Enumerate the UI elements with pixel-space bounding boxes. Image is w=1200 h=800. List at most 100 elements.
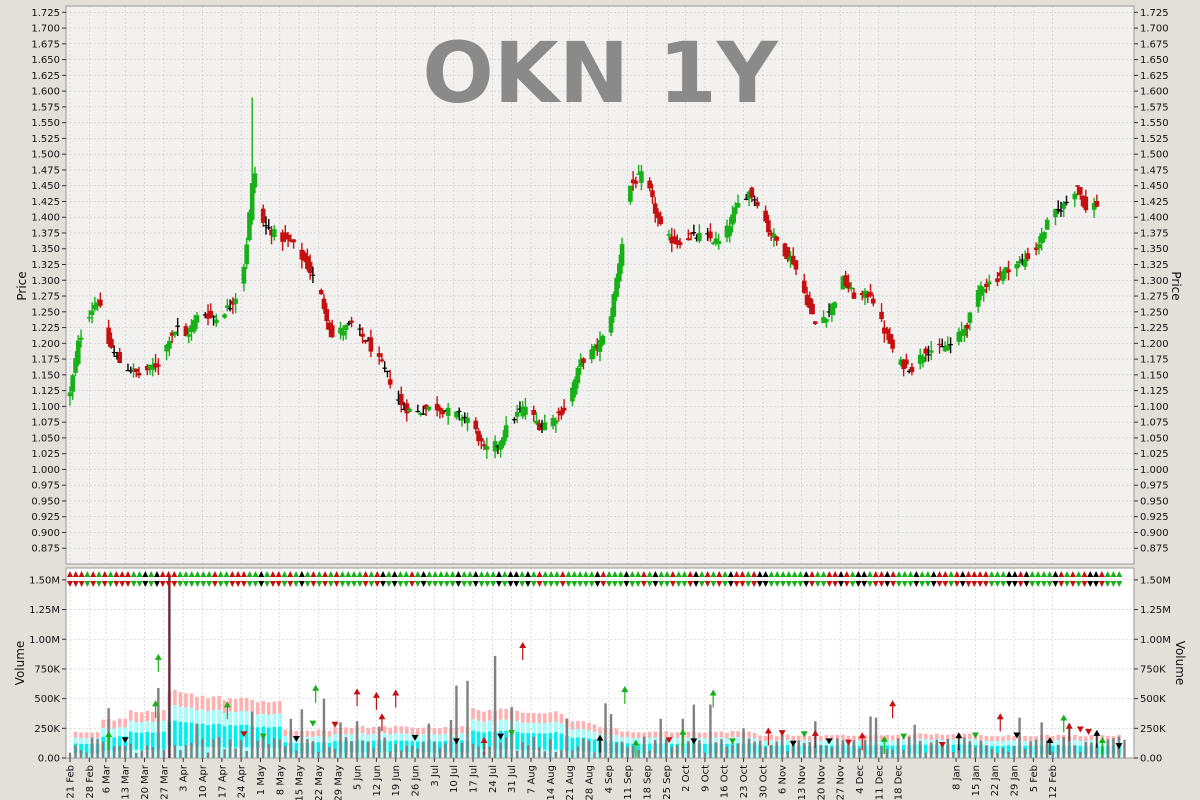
trade-marker-up	[866, 571, 873, 577]
trade-marker-down	[837, 581, 844, 587]
trade-marker-down	[530, 581, 537, 587]
candle-body	[865, 294, 871, 297]
volume-arrow-down	[825, 738, 833, 745]
price-tick-label: 1.275	[1140, 292, 1169, 303]
trade-marker-down	[142, 581, 149, 587]
candle-body	[106, 327, 111, 344]
volume-band-cyan	[134, 732, 139, 758]
trade-marker-down	[606, 581, 613, 587]
price-tick-label: 1.625	[31, 71, 60, 82]
volume-bar	[1084, 741, 1088, 758]
volume-bar	[924, 752, 927, 758]
trade-marker-up	[432, 571, 439, 577]
volume-bar	[957, 748, 961, 758]
volume-bar	[289, 718, 293, 758]
volume-arrow-up	[596, 734, 604, 741]
trade-marker-up	[797, 571, 804, 577]
candle-body	[481, 444, 487, 447]
trade-marker-up	[785, 571, 792, 577]
trade-marker-down	[426, 581, 433, 587]
volume-bar	[747, 738, 751, 758]
volume-bar	[560, 750, 563, 758]
trade-marker-up	[791, 571, 798, 577]
trade-marker-up	[1035, 571, 1042, 577]
candle-body	[147, 364, 153, 369]
volume-bar	[317, 751, 320, 758]
volume-band-cyan	[1078, 745, 1083, 758]
trade-marker-down	[316, 581, 323, 587]
candle-body	[832, 302, 837, 308]
candle-body	[600, 335, 606, 345]
price-tick-label: 0.875	[1140, 544, 1169, 555]
price-tick-label: 1.500	[31, 150, 60, 161]
volume-bar	[1007, 751, 1010, 758]
candle-body	[1094, 200, 1100, 207]
price-tick-label: 1.400	[31, 213, 60, 224]
candle-body	[655, 212, 661, 219]
candle-body	[283, 232, 288, 238]
trade-marker-up	[466, 571, 473, 577]
trade-marker-up	[275, 571, 282, 577]
candle-body	[252, 173, 258, 188]
volume-bar	[698, 740, 701, 758]
trade-marker-up	[206, 571, 213, 577]
candle-body	[826, 311, 832, 313]
trade-marker-down	[698, 581, 705, 587]
price-tick-label: 1.225	[31, 323, 60, 334]
trade-marker-up	[698, 571, 705, 577]
date-tick-label: 7 Aug	[526, 765, 537, 794]
candle-body	[884, 328, 890, 334]
candle-body	[495, 445, 501, 448]
volume-bar	[725, 746, 729, 758]
volume-bar	[913, 724, 916, 758]
candle-body	[109, 338, 114, 348]
candle-body	[365, 339, 371, 342]
price-tick-label: 1.350	[31, 244, 60, 255]
trade-marker-down	[472, 581, 479, 587]
candle-body	[230, 300, 236, 305]
trade-marker-down	[1116, 581, 1123, 587]
trade-marker-down	[1017, 581, 1024, 587]
candle-body	[581, 358, 586, 364]
volume-arrow-up	[764, 727, 772, 734]
volume-bar	[858, 748, 861, 758]
price-tick-label: 1.150	[31, 370, 60, 381]
trade-marker-down	[977, 581, 984, 587]
date-tick-label: 5 Jun	[353, 765, 364, 790]
volume-arrow-up	[1065, 722, 1073, 729]
trade-marker-up	[803, 571, 810, 577]
volume-arrow-up	[709, 689, 717, 696]
trade-marker-up	[901, 571, 908, 577]
candle-body	[498, 441, 503, 450]
candle-body	[749, 187, 755, 198]
candle-body	[156, 364, 161, 367]
trade-marker-down	[878, 581, 885, 587]
volume-arrow-up	[152, 700, 160, 707]
trade-marker-up	[449, 571, 456, 577]
volume-bar	[190, 742, 193, 758]
trade-marker-down	[124, 581, 131, 587]
trade-marker-up	[548, 571, 555, 577]
candle-body	[89, 310, 95, 316]
candle-body	[542, 422, 548, 431]
trade-marker-up	[264, 571, 271, 577]
trade-marker-up	[113, 571, 120, 577]
candle-body	[633, 181, 639, 184]
candle-body	[1006, 269, 1011, 273]
trade-marker-up	[913, 571, 920, 577]
trade-marker-down	[269, 581, 276, 587]
candle-body	[357, 328, 363, 330]
trade-marker-up	[519, 571, 526, 577]
price-tick-label: 1.675	[31, 39, 60, 50]
trade-marker-down	[774, 581, 781, 587]
volume-bar	[1112, 738, 1115, 758]
trade-marker-up	[571, 571, 578, 577]
date-tick-label: 21 Feb	[66, 765, 77, 799]
volume-band-cyan	[162, 731, 166, 758]
candle-body	[697, 232, 702, 241]
candle-body	[821, 317, 826, 324]
volume-axis-title-right: Volume	[1173, 641, 1187, 686]
volume-bar	[836, 738, 839, 758]
trade-marker-up	[136, 571, 143, 577]
volume-bar	[333, 748, 337, 758]
